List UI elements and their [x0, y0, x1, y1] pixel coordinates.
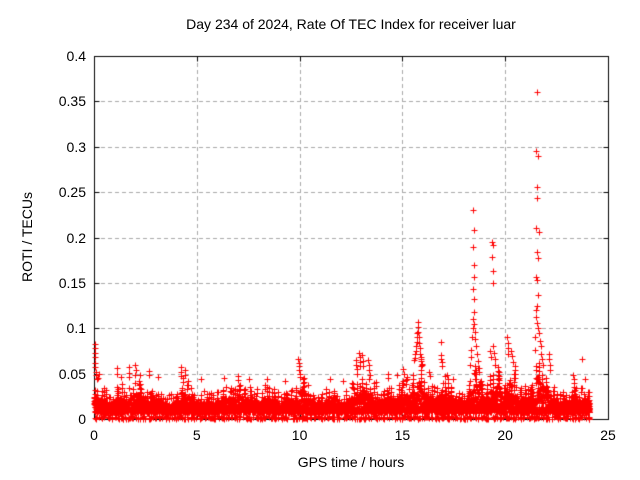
chart-title: Day 234 of 2024, Rate Of TEC Index for r…: [186, 16, 516, 32]
x-tick-label: 0: [90, 427, 98, 443]
y-tick-label: 0.3: [66, 138, 86, 155]
y-tick-label: 0.15: [58, 274, 86, 291]
x-axis-label: GPS time / hours: [297, 454, 405, 470]
y-tick-label: 0: [78, 411, 86, 427]
y-tick-label: 0.2: [66, 229, 86, 246]
x-tick-label: 5: [192, 427, 201, 443]
y-tick-label: 0.05: [58, 365, 86, 382]
y-tick-label: 0.25: [58, 184, 86, 201]
x-tick-label: 10: [291, 427, 308, 443]
y-tick-label: 0.1: [66, 320, 86, 337]
y-tick-label: 0.4: [66, 48, 86, 64]
y-tick-label: 0.35: [58, 93, 86, 110]
x-tick-label: 25: [600, 427, 616, 443]
x-tick-label: 20: [497, 427, 513, 443]
x-tick-label: 15: [394, 427, 411, 443]
